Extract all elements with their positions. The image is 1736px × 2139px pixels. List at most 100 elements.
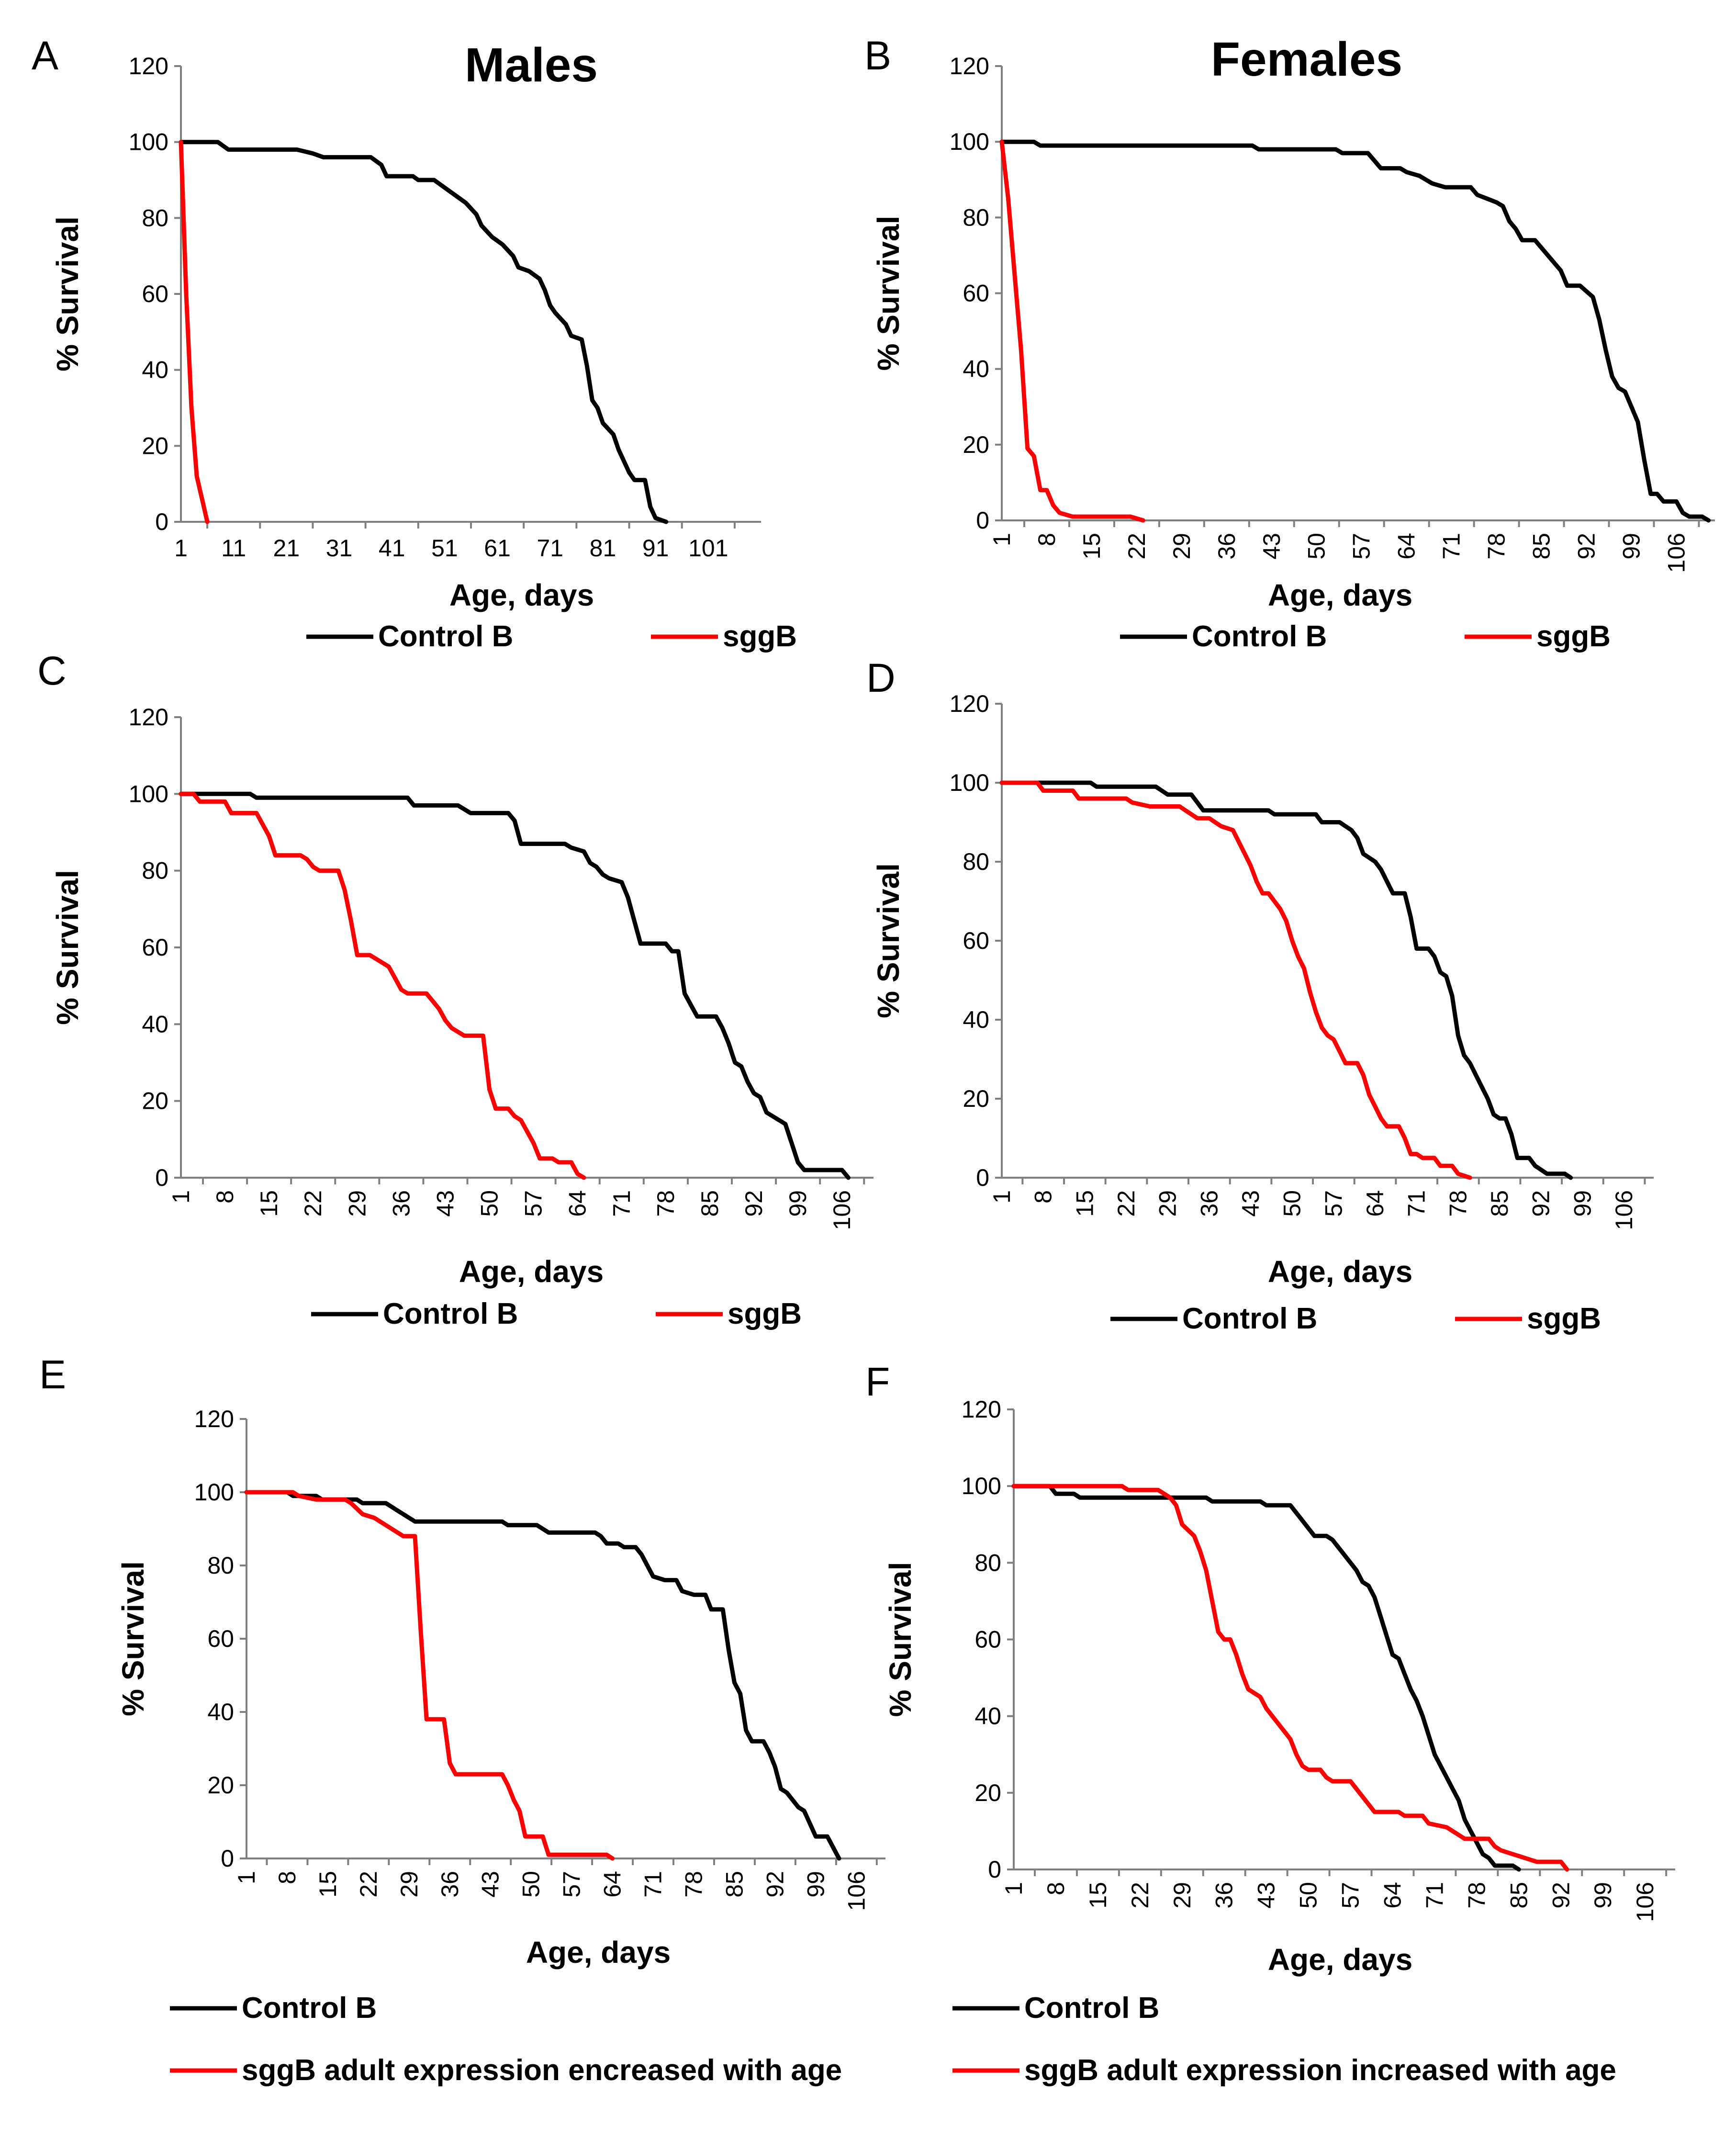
x-axis-label: Age, days — [1268, 578, 1412, 612]
x-tick-label: 64 — [599, 1871, 626, 1898]
legend-label: sggB adult expression increased with age — [1024, 2054, 1616, 2087]
x-tick-label: 11 — [221, 535, 246, 562]
x-tick-label: 29 — [1168, 533, 1195, 560]
x-tick-label: 8 — [274, 1871, 301, 1884]
x-tick-label: 29 — [1154, 1190, 1181, 1217]
x-tick-label: 31 — [326, 535, 353, 562]
x-tick-label: 15 — [314, 1871, 341, 1898]
x-tick-label: 78 — [652, 1190, 679, 1217]
x-tick-label: 22 — [1113, 1190, 1140, 1217]
x-tick-label: 92 — [1547, 1882, 1574, 1909]
legend-label: Control B — [1192, 620, 1327, 653]
x-tick-label: 85 — [696, 1190, 723, 1217]
x-tick-label: 71 — [1438, 533, 1465, 560]
x-tick-label: 36 — [437, 1871, 463, 1898]
x-tick-label: 78 — [1445, 1190, 1471, 1217]
x-tick-label: 85 — [1528, 533, 1555, 560]
y-tick-label: 120 — [950, 690, 989, 717]
x-tick-label: 36 — [388, 1190, 414, 1217]
y-tick-label: 80 — [974, 1549, 1001, 1576]
x-tick-label: 36 — [1196, 1190, 1222, 1217]
y-axis-label: % Survival — [50, 216, 85, 372]
x-tick-label: 29 — [344, 1190, 370, 1217]
x-tick-label: 99 — [1618, 533, 1645, 560]
x-tick-label: 99 — [1590, 1882, 1616, 1909]
x-tick-label: 50 — [476, 1190, 503, 1217]
y-tick-label: 20 — [963, 1085, 989, 1112]
legend-label: sggB — [723, 620, 797, 653]
x-axis-label: Age, days — [1268, 1942, 1412, 1977]
y-tick-label: 120 — [962, 1396, 1001, 1423]
panel-letter: C — [37, 648, 67, 693]
x-tick-label: 50 — [518, 1871, 545, 1898]
x-tick-label: 92 — [1573, 533, 1600, 560]
legend: Control B sggB — [306, 620, 797, 653]
y-tick-label: 80 — [142, 857, 168, 884]
x-axis-label: Age, days — [449, 578, 594, 612]
x-tick-label: 64 — [1362, 1190, 1389, 1217]
x-tick-label: 51 — [431, 535, 458, 562]
y-tick-label: 80 — [963, 848, 989, 875]
x-tick-label: 71 — [640, 1871, 667, 1898]
y-tick-label: 0 — [988, 1856, 1001, 1883]
y-tick-label: 100 — [129, 780, 168, 807]
x-tick-label: 57 — [520, 1190, 547, 1217]
series-line-control-b — [1011, 1484, 1521, 1872]
legend: Control B sggB — [1110, 1302, 1601, 1335]
x-tick-label: 43 — [477, 1871, 504, 1898]
y-tick-label: 20 — [142, 432, 168, 459]
x-tick-label: 21 — [273, 535, 300, 562]
y-tick-label: 40 — [963, 1006, 989, 1033]
x-tick-label: 106 — [1632, 1882, 1658, 1922]
legend-label: sggB — [728, 1297, 802, 1330]
x-tick-label: 81 — [590, 535, 616, 562]
panel-b: B Females 0 20 40 60 80 100 120 1 8 15 22 29 36 43 50 57 6… — [864, 33, 1715, 653]
y-tick-label: 40 — [207, 1699, 234, 1725]
panel-letter: A — [32, 33, 58, 78]
panel-c: C 0 20 40 60 80 100 120 1 8 15 22 29 36 43 50 57 64 71 78 85… — [37, 648, 874, 1330]
y-tick-label: 80 — [207, 1552, 234, 1579]
y-tick-label: 40 — [142, 357, 168, 383]
series-line-control-b — [244, 1490, 841, 1861]
y-tick-label: 40 — [963, 356, 989, 383]
x-tick-label: 71 — [1421, 1882, 1448, 1909]
y-tick-label: 20 — [207, 1772, 234, 1799]
y-tick-label: 120 — [194, 1406, 234, 1432]
x-tick-label: 29 — [1169, 1882, 1196, 1909]
x-tick-label: 106 — [829, 1190, 855, 1230]
series-line-control-b — [999, 780, 1573, 1180]
legend: Control B sggB adult expression increased… — [952, 1992, 1616, 2087]
x-tick-label: 15 — [1078, 533, 1105, 560]
panel-letter: E — [39, 1352, 66, 1397]
x-tick-label: 50 — [1279, 1190, 1306, 1217]
x-tick-label: 36 — [1211, 1882, 1238, 1909]
legend-label: sggB — [1527, 1302, 1601, 1335]
panel-title: Males — [465, 38, 598, 92]
series-line-sggb — [244, 1490, 615, 1861]
x-tick-label: 57 — [1337, 1882, 1364, 1909]
panel-letter: F — [865, 1359, 890, 1404]
x-tick-label: 8 — [1030, 1190, 1057, 1204]
x-tick-label: 57 — [1348, 533, 1375, 560]
x-tick-label: 8 — [212, 1190, 238, 1204]
y-tick-label: 100 — [950, 769, 989, 796]
y-axis-label: % Survival — [871, 863, 906, 1018]
legend-label: Control B — [1024, 1992, 1159, 2025]
x-tick-label: 22 — [1123, 533, 1150, 560]
y-tick-label: 120 — [129, 704, 168, 731]
y-tick-label: 60 — [142, 934, 168, 961]
x-tick-label: 22 — [300, 1190, 326, 1217]
series-line-control-b — [179, 140, 669, 524]
x-tick-label: 106 — [843, 1871, 870, 1911]
y-tick-label: 60 — [974, 1626, 1001, 1653]
x-axis-label: Age, days — [1268, 1254, 1412, 1289]
x-tick-label: 15 — [1085, 1882, 1111, 1909]
x-tick-label: 57 — [559, 1871, 585, 1898]
panel-e: E 0 20 40 60 80 100 120 1 8 15 22 29 36 43 50 57 64 71 78 85… — [39, 1352, 885, 2087]
x-tick-label: 64 — [1379, 1882, 1406, 1909]
y-tick-label: 60 — [207, 1625, 234, 1652]
y-tick-label: 60 — [963, 280, 989, 307]
x-tick-label: 1 — [988, 533, 1015, 546]
y-tick-label: 120 — [950, 53, 989, 79]
x-tick-label: 41 — [379, 535, 405, 562]
